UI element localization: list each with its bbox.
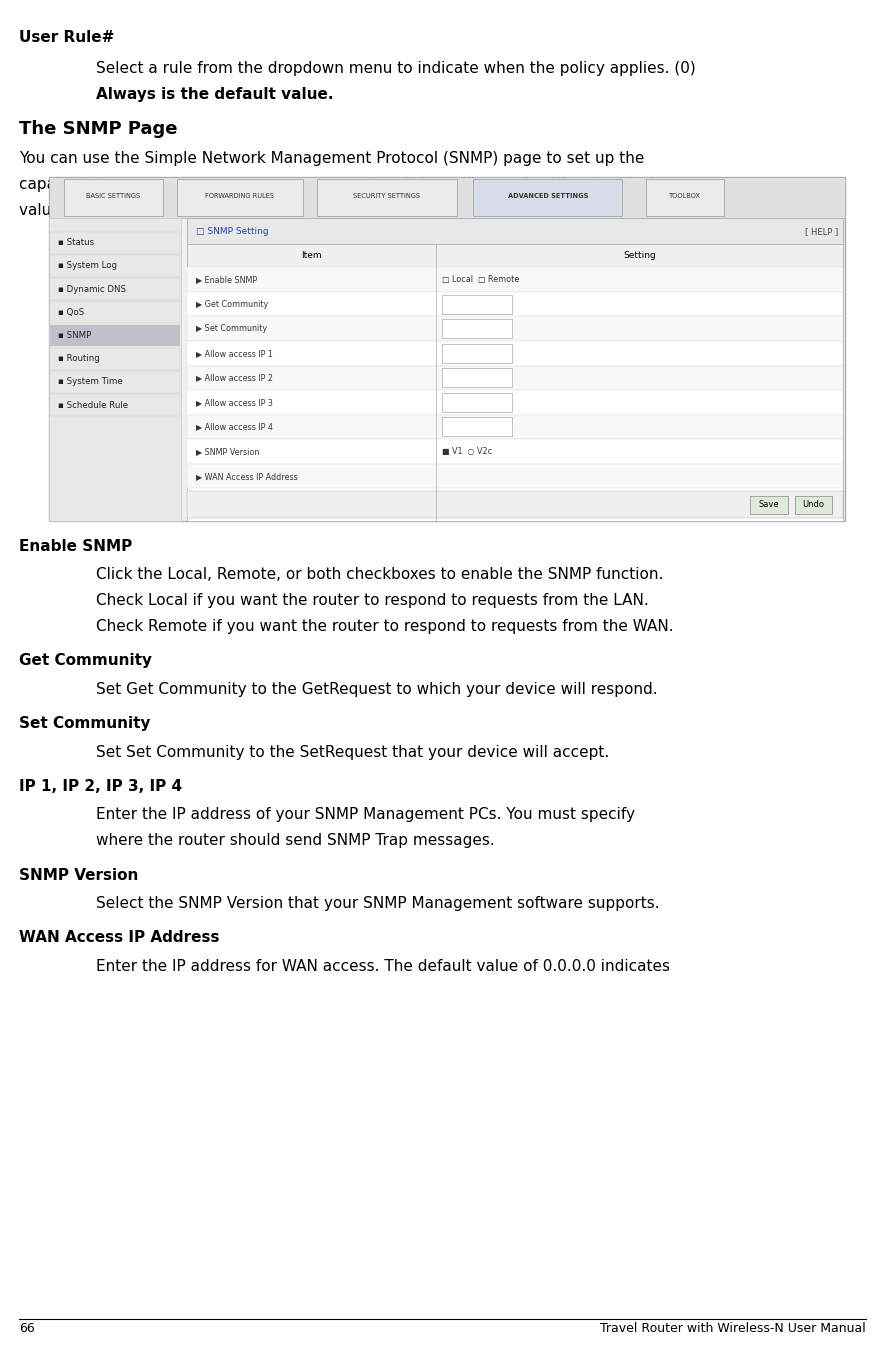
Text: ▶ Allow access IP 4: ▶ Allow access IP 4 bbox=[196, 423, 273, 431]
Text: Select the SNMP Version that your SNMP Management software supports.: Select the SNMP Version that your SNMP M… bbox=[96, 896, 659, 911]
Text: ▪ Dynamic DNS: ▪ Dynamic DNS bbox=[58, 285, 126, 293]
Text: Item: Item bbox=[301, 251, 322, 261]
Bar bbox=[187, 244, 843, 267]
Bar bbox=[50, 278, 180, 300]
Text: The SNMP Page: The SNMP Page bbox=[19, 120, 178, 138]
Bar bbox=[177, 179, 303, 216]
Bar bbox=[442, 368, 512, 387]
Bar bbox=[442, 319, 512, 338]
Text: Enter the IP address for WAN access. The default value of 0.0.0.0 indicates: Enter the IP address for WAN access. The… bbox=[96, 959, 670, 974]
Bar bbox=[317, 179, 457, 216]
Text: Undo: Undo bbox=[803, 501, 824, 509]
Text: ▶ Set Community: ▶ Set Community bbox=[196, 325, 266, 333]
Text: ▶ SNMP Version: ▶ SNMP Version bbox=[196, 447, 259, 456]
Text: Get Community: Get Community bbox=[19, 653, 152, 668]
Bar bbox=[442, 393, 512, 412]
Text: Setting: Setting bbox=[623, 251, 656, 261]
Text: Enable SNMP: Enable SNMP bbox=[19, 539, 133, 554]
Bar bbox=[187, 464, 843, 488]
Bar bbox=[187, 218, 843, 521]
Bar bbox=[473, 179, 622, 216]
Bar bbox=[50, 232, 180, 254]
Text: Click the Local, Remote, or both checkboxes to enable the SNMP function.: Click the Local, Remote, or both checkbo… bbox=[96, 567, 663, 582]
Text: ▪ Routing: ▪ Routing bbox=[58, 355, 99, 363]
Bar bbox=[187, 491, 843, 518]
Text: Select a rule from the dropdown menu to indicate when the policy applies. (0): Select a rule from the dropdown menu to … bbox=[96, 61, 696, 76]
Bar bbox=[442, 417, 512, 436]
Bar bbox=[187, 292, 843, 316]
Bar bbox=[187, 390, 843, 415]
Text: capability to remotely manage a computer network by polling and setting terminal: capability to remotely manage a computer… bbox=[19, 177, 656, 192]
Text: Travel Router with Wireless-N User Manual: Travel Router with Wireless-N User Manua… bbox=[600, 1322, 866, 1335]
Bar bbox=[646, 179, 724, 216]
Text: ▪ Schedule Rule: ▪ Schedule Rule bbox=[58, 401, 127, 409]
Bar bbox=[49, 177, 845, 218]
Bar bbox=[49, 177, 845, 521]
Text: IP 1, IP 2, IP 3, IP 4: IP 1, IP 2, IP 3, IP 4 bbox=[19, 779, 182, 794]
Bar bbox=[442, 295, 512, 314]
Text: Always is the default value.: Always is the default value. bbox=[96, 87, 333, 102]
Text: ■ V1  ○ V2c: ■ V1 ○ V2c bbox=[442, 447, 492, 456]
Text: □ Local  □ Remote: □ Local □ Remote bbox=[442, 276, 519, 284]
Bar bbox=[50, 301, 180, 323]
Text: ▶ Allow access IP 2: ▶ Allow access IP 2 bbox=[196, 374, 273, 382]
Text: ▪ Status: ▪ Status bbox=[58, 239, 94, 247]
Text: Check Local if you want the router to respond to requests from the LAN.: Check Local if you want the router to re… bbox=[96, 593, 649, 608]
Bar bbox=[750, 496, 788, 514]
Text: ▶ Allow access IP 1: ▶ Allow access IP 1 bbox=[196, 349, 273, 357]
Text: Save: Save bbox=[758, 501, 780, 509]
Text: WAN Access IP Address: WAN Access IP Address bbox=[19, 930, 220, 945]
Bar bbox=[187, 316, 843, 341]
Bar bbox=[187, 267, 843, 292]
Bar bbox=[64, 179, 163, 216]
Bar bbox=[49, 218, 181, 521]
Bar bbox=[50, 325, 180, 346]
Text: 66: 66 bbox=[19, 1322, 35, 1335]
Bar bbox=[50, 394, 180, 416]
Text: TOOLBOX: TOOLBOX bbox=[669, 194, 701, 199]
Bar bbox=[442, 344, 512, 363]
Text: Set Community: Set Community bbox=[19, 716, 151, 731]
Bar bbox=[50, 371, 180, 393]
Text: ▶ Enable SNMP: ▶ Enable SNMP bbox=[196, 276, 257, 284]
Text: ▶ Allow access IP 3: ▶ Allow access IP 3 bbox=[196, 398, 273, 406]
Text: ▪ SNMP: ▪ SNMP bbox=[58, 331, 91, 340]
Bar bbox=[187, 415, 843, 439]
Text: Check Remote if you want the router to respond to requests from the WAN.: Check Remote if you want the router to r… bbox=[96, 619, 673, 634]
Bar bbox=[50, 255, 180, 277]
Bar bbox=[795, 496, 832, 514]
Text: SECURITY SETTINGS: SECURITY SETTINGS bbox=[353, 194, 420, 199]
Text: where the router should send SNMP Trap messages.: where the router should send SNMP Trap m… bbox=[96, 833, 495, 848]
Text: SNMP Version: SNMP Version bbox=[19, 868, 139, 883]
Bar bbox=[50, 348, 180, 370]
Text: BASIC SETTINGS: BASIC SETTINGS bbox=[86, 194, 141, 199]
Bar bbox=[187, 341, 843, 366]
Text: ▪ System Log: ▪ System Log bbox=[58, 262, 117, 270]
Text: Set Set Community to the SetRequest that your device will accept.: Set Set Community to the SetRequest that… bbox=[96, 745, 609, 760]
Text: FORWARDING RULES: FORWARDING RULES bbox=[205, 194, 274, 199]
Text: Enter the IP address of your SNMP Management PCs. You must specify: Enter the IP address of your SNMP Manage… bbox=[96, 807, 635, 822]
Bar bbox=[187, 366, 843, 390]
Text: User Rule#: User Rule# bbox=[19, 30, 115, 45]
Text: ▪ System Time: ▪ System Time bbox=[58, 378, 122, 386]
Bar bbox=[187, 218, 843, 244]
Text: You can use the ​Simple ​Network ​Management ​Protocol (​SNMP) page to set up th: You can use the ​Simple ​Network ​Manage… bbox=[19, 151, 645, 166]
Text: ▶ WAN Access IP Address: ▶ WAN Access IP Address bbox=[196, 472, 297, 480]
Bar bbox=[187, 439, 843, 464]
Text: ADVANCED SETTINGS: ADVANCED SETTINGS bbox=[508, 194, 588, 199]
Text: [ HELP ]: [ HELP ] bbox=[804, 226, 838, 236]
Text: ▶ Get Community: ▶ Get Community bbox=[196, 300, 268, 308]
Text: Set Get Community to the GetRequest to which your device will respond.: Set Get Community to the GetRequest to w… bbox=[96, 682, 658, 697]
Text: values and monitoring network events. Most users do not need to set up SNMP.: values and monitoring network events. Mo… bbox=[19, 203, 628, 218]
Text: ▪ QoS: ▪ QoS bbox=[58, 308, 84, 316]
Text: □ SNMP Setting: □ SNMP Setting bbox=[196, 226, 268, 236]
